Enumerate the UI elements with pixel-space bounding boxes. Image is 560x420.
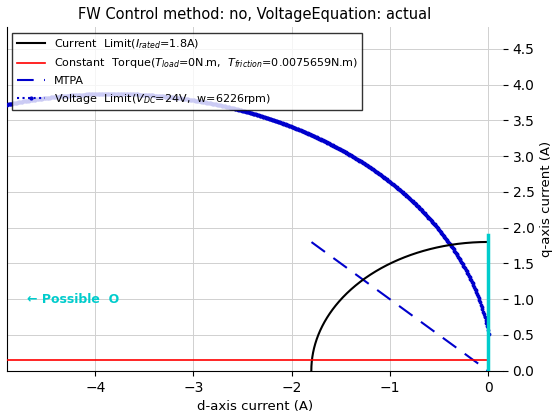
Legend: Current  Limit($I_{rated}$=1.8A), Constant  Torque($T_{load}$=0N.m,  $T_{frictio: Current Limit($I_{rated}$=1.8A), Constan… bbox=[12, 33, 362, 110]
Text: ← Possible  O: ← Possible O bbox=[27, 293, 119, 306]
Title: FW Control method: no, VoltageEquation: actual: FW Control method: no, VoltageEquation: … bbox=[78, 7, 432, 22]
Y-axis label: q-axis current (A): q-axis current (A) bbox=[540, 141, 553, 257]
X-axis label: d-axis current (A): d-axis current (A) bbox=[197, 400, 313, 413]
